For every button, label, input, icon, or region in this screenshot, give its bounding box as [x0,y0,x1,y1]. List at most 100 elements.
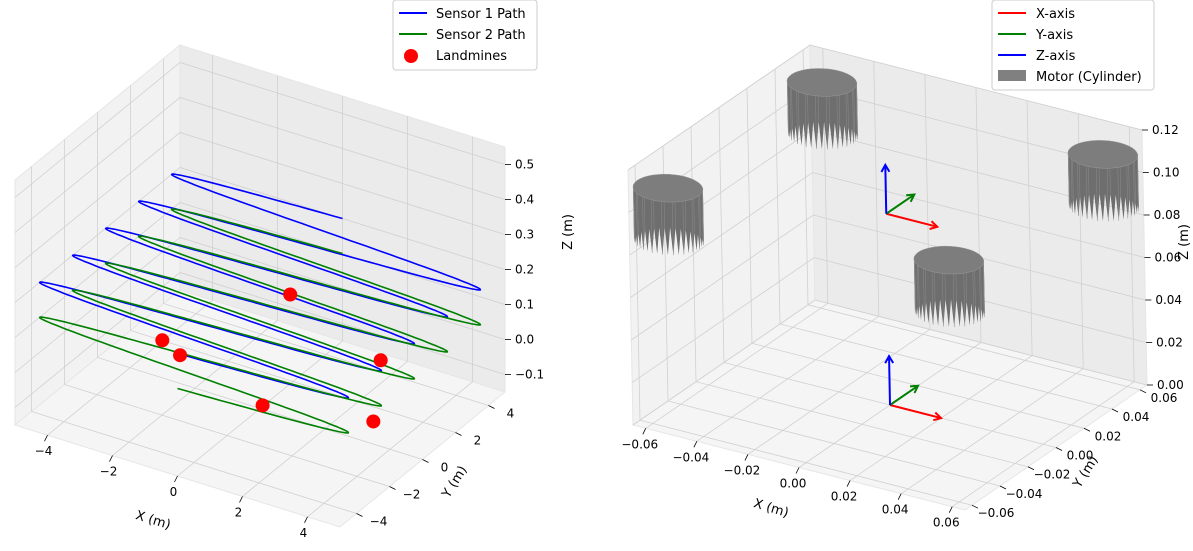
frame-x-arrow [886,212,938,228]
motor-cylinder [786,68,858,150]
frame-x-arrowhead [933,411,944,422]
x-tick-label: 0.02 [831,490,858,504]
y-tick-mark [488,405,495,409]
cylinder-facet [1137,153,1139,208]
frame-z-arrow [888,356,891,406]
z-tick-label: 0.3 [515,228,534,242]
cylinder-facet [1136,158,1139,212]
cylinder-facet [636,192,638,247]
legend-label-y-axis: Y-axis [1035,28,1073,43]
y-tick-mark [1083,427,1091,432]
cylinder-facet [790,87,792,141]
y-tick-label: 2 [474,434,482,448]
grid-line-x [112,75,278,456]
cylinder-facet [682,201,685,255]
z-tick-label: 0.5 [515,158,534,172]
z-tick-label: 0.4 [515,193,534,207]
cylinder-facet [1068,150,1070,204]
x-tick-label: 0.04 [882,503,909,517]
legend-swatch-landmines [404,49,418,63]
z-tick-label: 0.02 [1156,336,1183,350]
grid-line-z [631,214,1146,341]
cylinder-facet [702,192,704,246]
cylinder-facet [982,263,985,318]
cylinder-facet [698,196,700,250]
cylinder-facet [633,184,635,238]
cylinder-facet [856,81,858,136]
grid-line-z [631,257,1147,383]
cylinder-facet [796,90,798,145]
cylinder-facet [917,264,919,318]
z-axis-label: Z (m) [561,214,576,250]
z-tick-label: 0.04 [1155,293,1182,307]
grid-line-x [242,116,408,497]
y-tick-mark [356,513,363,517]
x-tick-mark [44,435,48,442]
y-tick-label: −0.06 [978,506,1015,520]
z-tick-label: 0.1 [515,298,534,312]
cylinder-top [913,245,985,275]
cylinder-facet [815,95,817,149]
landmine-marker [155,333,170,348]
y-tick-label: −4 [370,515,388,529]
y-tick-label: 0.06 [1151,391,1178,405]
grid-line-z [14,202,506,338]
frame-y-arrowhead [909,384,920,394]
cylinder-facet [983,259,985,313]
motor-cylinder [1067,140,1139,222]
cylinder-facet [787,78,789,132]
cylinder-side [1067,152,1139,222]
x-tick-label: 2 [235,505,243,519]
cylinder-facet [931,271,934,325]
landmine-marker [283,287,298,302]
landmine-marker [366,414,381,429]
grid-line-z [630,172,1145,298]
cylinder-facet [836,95,839,149]
x-tick-label: 0.00 [780,477,807,491]
cylinder-facet [856,86,858,140]
sensor-1-path-line [38,173,482,399]
cylinder-facet [972,271,975,325]
cylinder-top [632,173,704,203]
z-tick-label: 0.0 [515,333,534,347]
y-tick-mark [422,459,429,463]
frame-x-arrowhead [929,220,940,230]
cylinder-facet [1096,167,1098,221]
y-tick-label: −0.02 [1034,468,1071,482]
landmine-marker [255,398,270,413]
cylinder-facet [1077,162,1079,217]
grid-line-x [177,96,343,477]
cylinder-facet [650,199,653,253]
legend-label-motor: Motor (Cylinder) [1036,70,1142,85]
y-tick-mark [455,432,462,436]
cylinder-facet [702,187,704,241]
cylinder-facet [852,90,854,144]
frame-z-arrow [884,164,888,214]
motor-cylinder [632,173,704,256]
y-tick-label: 0 [441,461,449,475]
cylinder-facet [942,273,944,327]
axes-ticks: −0.06−0.04−0.020.000.020.040.06−0.06−0.0… [621,123,1183,530]
y-tick-label: 0.00 [1067,449,1094,463]
grid-line-z [627,44,1143,171]
frame-y-arrow [885,193,915,215]
legend-label-z-axis: Z-axis [1036,49,1076,64]
x-tick-mark [948,506,953,513]
landmine-markers [155,287,388,429]
cylinder-facet [1085,165,1088,219]
z-tick-label: −0.1 [515,368,544,382]
x-axis-label: X (m) [134,508,173,533]
cylinder-facet [923,268,925,322]
x-tick-mark [174,475,178,483]
landmine-marker [373,353,388,368]
x-tick-mark [744,454,749,461]
axes-grid [627,44,1148,508]
cylinder-side [913,258,985,328]
x-axis-label: X (m) [752,496,791,521]
x-tick-mark [109,455,113,462]
axes-panes [627,44,1149,511]
y-tick-mark [999,485,1007,490]
grid-line-z [14,97,506,233]
y-tick-label: 4 [507,407,515,421]
